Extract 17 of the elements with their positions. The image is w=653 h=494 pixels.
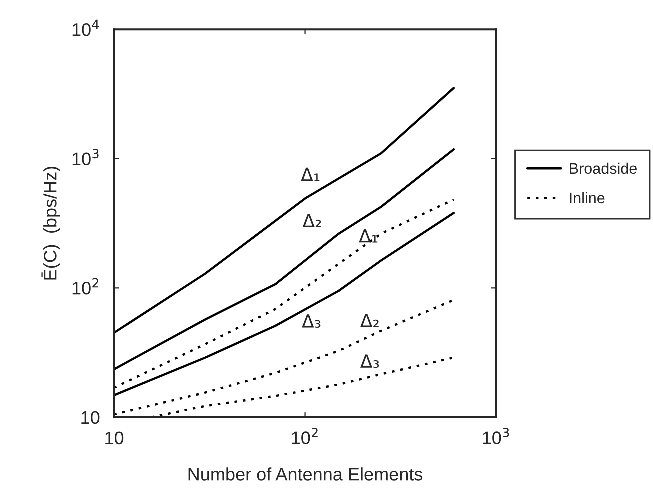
y-tick-label: 10 — [82, 411, 100, 424]
legend-label: Broadside — [570, 162, 637, 174]
x-tick-label: 10 — [106, 432, 124, 445]
x-tick-label: 10$^{3}$ — [483, 428, 510, 444]
y-tick-label: 10$^{2}$ — [72, 278, 99, 295]
legend-label: Inline — [570, 192, 605, 204]
y-axis-title: Ē(C) (bps/Hz) — [42, 166, 60, 280]
annotation: Δ₃ — [302, 314, 321, 328]
y-tick-label: 10$^{4}$ — [72, 20, 100, 36]
annotation: Δ₂ — [302, 214, 322, 228]
annotation: Δ₂ — [360, 314, 379, 328]
x-axis-title: Number of Antenna Elements — [188, 468, 423, 481]
annotation: Δ₁ — [301, 168, 320, 182]
y-tick-label: 10$^{3}$ — [72, 149, 99, 166]
x-tick-label: 10$^{2}$ — [292, 428, 318, 444]
annotation: Δ₃ — [360, 354, 380, 368]
annotation: Δ₁ — [359, 229, 378, 243]
